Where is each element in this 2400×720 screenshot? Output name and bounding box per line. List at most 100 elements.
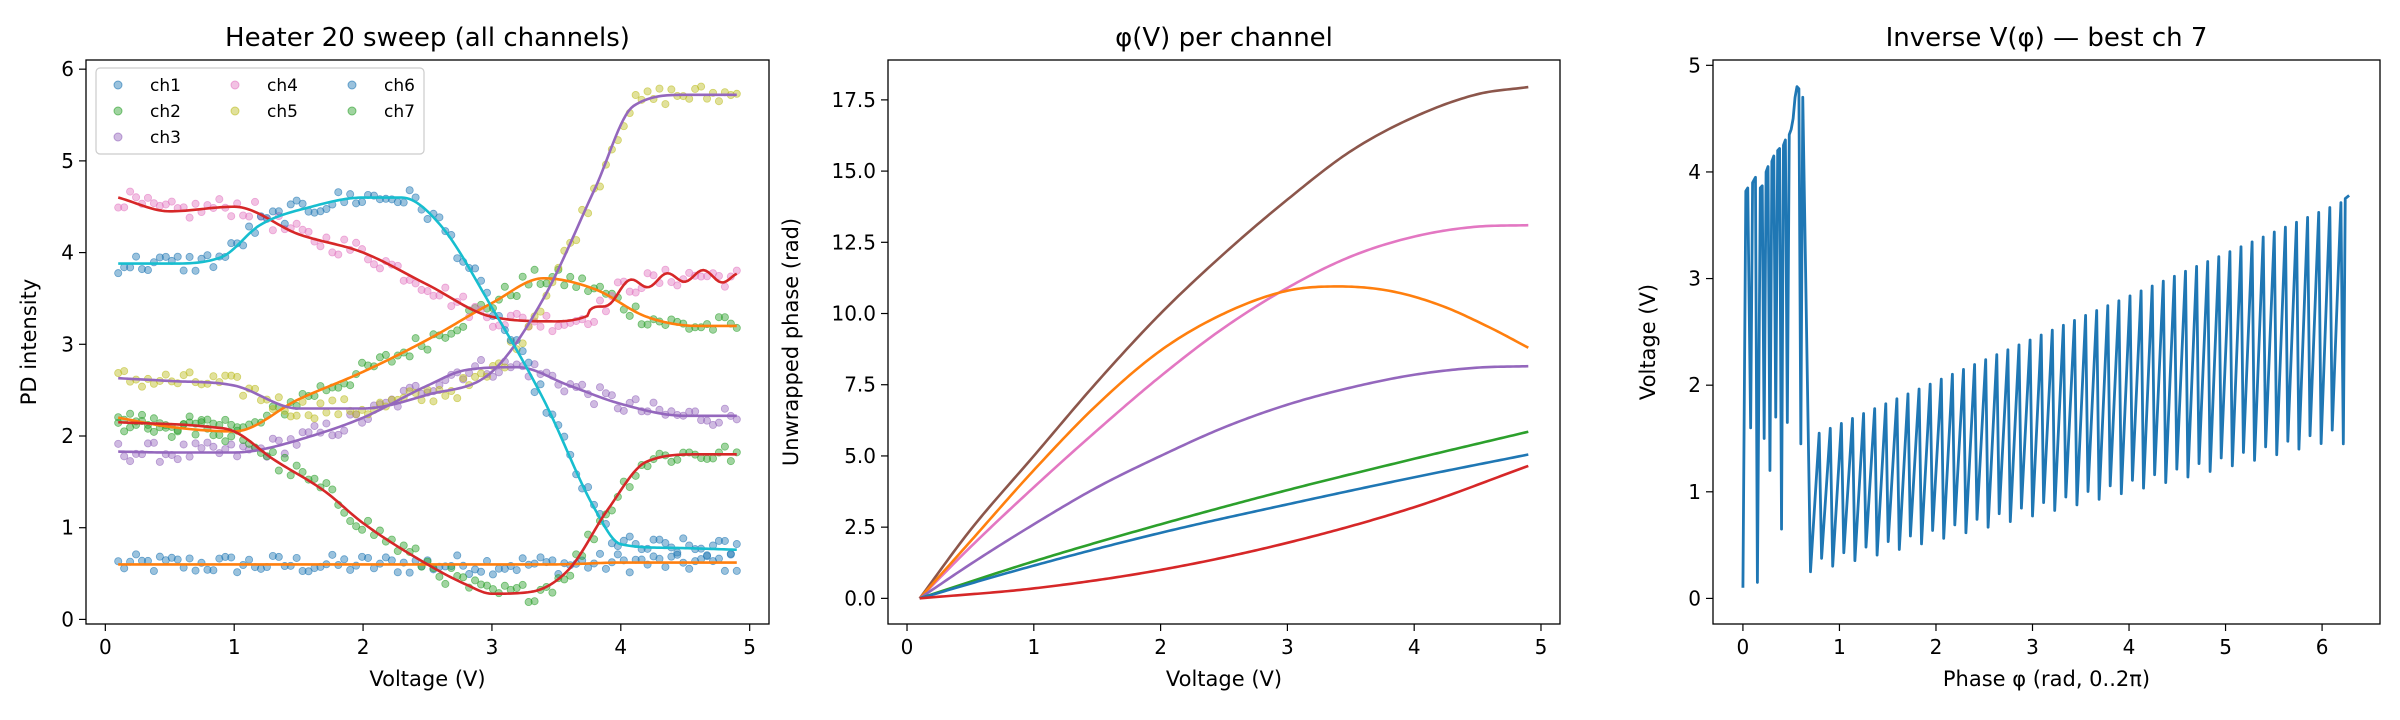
phase-line-5	[919, 430, 1529, 600]
x-axis-label: Voltage (V)	[1166, 667, 1282, 691]
data-point	[149, 427, 158, 436]
x-tick-label: 3	[2026, 635, 2039, 659]
data-point	[114, 369, 123, 378]
plot-area	[1741, 85, 2351, 588]
data-point	[482, 581, 491, 590]
data-point	[601, 564, 610, 573]
data-point	[304, 411, 313, 420]
data-point	[322, 479, 331, 488]
data-point	[601, 389, 610, 398]
x-tick-label: 1	[1027, 635, 1040, 659]
data-point	[138, 265, 147, 274]
data-point	[411, 381, 420, 390]
data-point	[352, 522, 361, 531]
data-point	[298, 225, 307, 234]
legend-label: ch1	[150, 76, 181, 96]
data-point	[227, 440, 236, 449]
data-point	[233, 372, 242, 381]
legend-marker	[230, 80, 240, 90]
data-point	[132, 550, 141, 559]
data-point	[703, 552, 712, 561]
data-point	[316, 242, 325, 251]
data-point	[488, 570, 497, 579]
data-point	[429, 291, 438, 300]
legend-marker	[113, 106, 123, 116]
data-point	[191, 199, 200, 208]
data-point	[132, 193, 141, 202]
data-point	[697, 272, 706, 281]
y-tick-label: 0.0	[844, 586, 876, 610]
data-point	[173, 455, 182, 464]
data-point	[149, 414, 158, 423]
data-point	[191, 266, 200, 275]
data-point	[512, 309, 521, 318]
data-point	[423, 345, 432, 354]
y-tick-label: 4	[1688, 160, 1701, 184]
data-point	[352, 238, 361, 247]
data-point	[441, 391, 450, 400]
data-point	[286, 200, 295, 209]
data-point	[114, 203, 123, 212]
data-point	[227, 212, 236, 221]
data-point	[149, 438, 158, 447]
phase-line-2	[918, 223, 1529, 600]
data-point	[173, 555, 182, 564]
legend-marker	[230, 106, 240, 116]
data-point	[405, 186, 414, 195]
data-point	[399, 276, 408, 285]
data-point	[310, 208, 319, 217]
fit-line-ch4	[117, 196, 738, 323]
data-point	[625, 287, 634, 296]
data-point	[590, 317, 599, 326]
data-point	[720, 404, 729, 413]
data-point	[274, 552, 283, 561]
data-point	[679, 534, 688, 543]
data-point	[536, 553, 545, 562]
data-point	[328, 248, 337, 257]
data-point	[227, 239, 236, 248]
data-point	[477, 356, 486, 365]
data-point	[411, 334, 420, 343]
fit-line-ch7	[118, 420, 737, 596]
data-point	[560, 387, 569, 396]
data-point	[132, 252, 141, 261]
legend-marker	[113, 132, 123, 142]
data-point	[268, 448, 277, 457]
data-point	[346, 565, 355, 574]
data-point	[233, 568, 242, 577]
data-point	[334, 383, 343, 392]
fit-line-ch3	[118, 365, 737, 454]
data-point	[720, 282, 729, 291]
data-point	[417, 285, 426, 294]
data-point	[185, 412, 194, 421]
data-point	[239, 391, 248, 400]
data-point	[500, 282, 509, 291]
data-point	[292, 461, 301, 470]
data-point	[167, 432, 176, 441]
x-tick-label: 0	[99, 635, 112, 659]
data-point	[280, 453, 289, 462]
data-point	[328, 550, 337, 559]
data-point	[393, 568, 402, 577]
y-tick-label: 5.0	[844, 444, 876, 468]
data-point	[530, 360, 539, 369]
data-point	[126, 457, 135, 466]
data-point	[613, 404, 622, 413]
data-point	[625, 532, 634, 541]
data-point	[340, 235, 349, 244]
data-point	[471, 576, 480, 585]
plot-area	[918, 85, 1529, 600]
series-ch6-points	[114, 186, 741, 561]
data-point	[328, 431, 337, 440]
axes-frame	[1712, 59, 2381, 625]
data-point	[358, 525, 367, 534]
x-tick-label: 3	[1281, 635, 1294, 659]
y-axis-label: PD intensity	[17, 279, 41, 406]
data-point	[340, 555, 349, 564]
data-point	[161, 252, 170, 261]
data-point	[714, 536, 723, 545]
data-point	[352, 410, 361, 419]
data-point	[714, 271, 723, 280]
data-point	[221, 371, 230, 380]
